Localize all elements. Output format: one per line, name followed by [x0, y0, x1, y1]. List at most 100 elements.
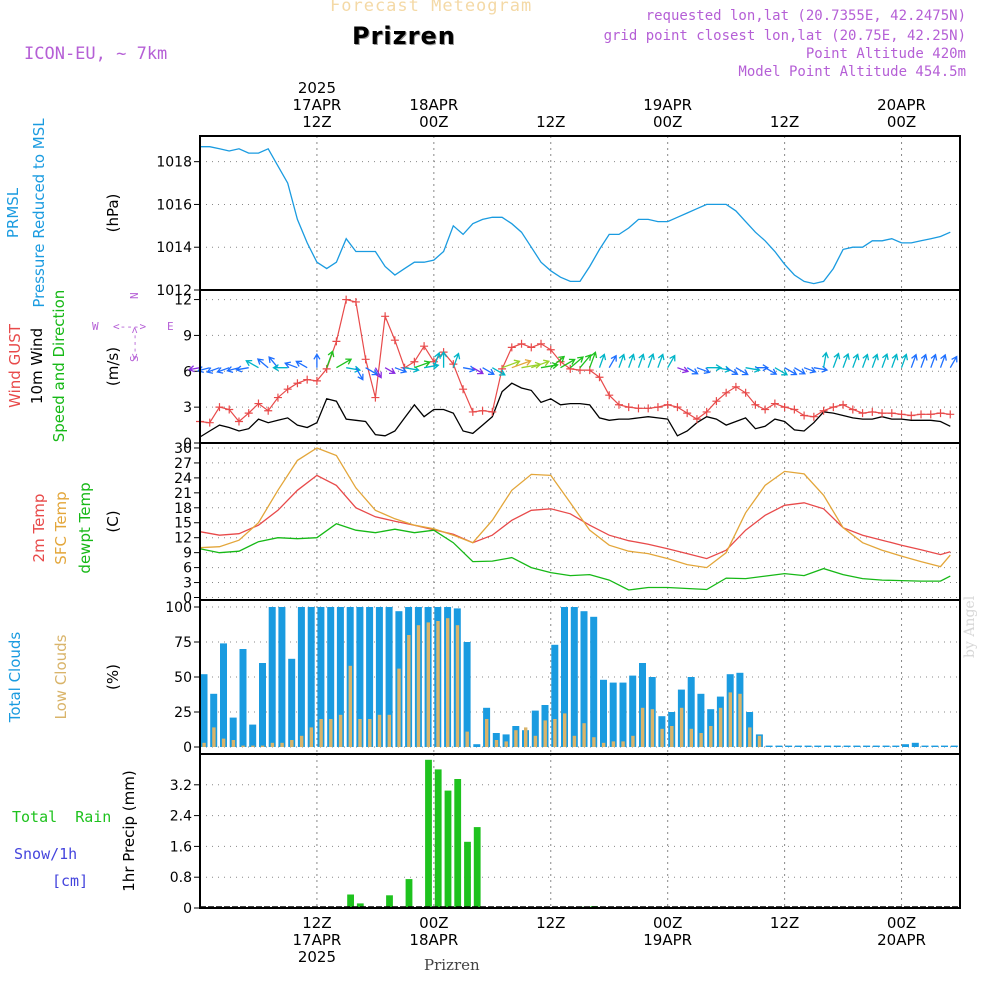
gust-marker: [215, 403, 224, 412]
total-cloud-bar: [590, 616, 598, 747]
top-time-label: 00Z: [887, 113, 916, 131]
bottom-time-label: 19APR: [643, 931, 692, 949]
low-cloud-bar: [387, 714, 391, 747]
wind-direction-arrow: [355, 367, 364, 381]
low-cloud-bar: [319, 719, 323, 747]
series-line-2m-temp: [199, 474, 951, 560]
total-cloud-bar: [872, 745, 880, 747]
wind-direction-arrow: [374, 367, 382, 379]
gust-marker: [488, 407, 497, 416]
low-cloud-bar: [212, 727, 216, 747]
y-tick-label: 75: [174, 635, 192, 651]
top-time-label: 20APR: [877, 96, 926, 114]
low-cloud-bar: [582, 723, 586, 747]
y-tick-label: 0: [183, 740, 192, 756]
y-tick-label: 1014: [156, 240, 192, 256]
precip-bar: [405, 879, 413, 908]
precip-bar: [386, 895, 393, 908]
wind-direction-arrow: [784, 367, 798, 376]
total-cloud-bar: [502, 734, 510, 747]
y-tick-label: 1018: [156, 155, 192, 171]
total-cloud-bar: [853, 745, 861, 747]
location-title: Prizren: [352, 22, 456, 50]
panel-0: 1012 1014 1016 1018 (hPa) PRMSL Pressure Reduc…: [4, 118, 961, 308]
low-cloud-bar: [748, 727, 752, 747]
total-cloud-bar: [941, 745, 948, 747]
panel-side-label: dewpt Temp: [76, 482, 94, 573]
gust-marker: [546, 345, 555, 354]
total-cloud-bar: [892, 745, 900, 747]
wind-direction-arrow: [891, 353, 899, 368]
wind-direction-arrow: [647, 353, 655, 368]
low-cloud-bar: [611, 741, 616, 747]
low-cloud-bar: [524, 727, 528, 747]
low-cloud-bar: [299, 735, 304, 747]
precip-bar: [454, 779, 462, 908]
low-cloud-bar: [348, 665, 352, 747]
panel-frame: [199, 135, 961, 291]
wind-direction-arrow: [881, 353, 889, 368]
bottom-time-label: 12Z: [302, 914, 331, 932]
panel-3: 0 25 50 75 100 (%) Total Clouds Low Clouds: [6, 599, 961, 756]
gust-marker: [410, 357, 419, 366]
gust-marker: [946, 410, 955, 419]
low-cloud-bar: [699, 733, 703, 747]
low-cloud-bar: [601, 742, 606, 747]
total-cloud-bar: [619, 682, 627, 747]
low-cloud-bar: [260, 745, 265, 747]
wind-direction-arrow: [235, 365, 249, 373]
low-cloud-bar: [631, 735, 635, 747]
total-cloud-bar: [950, 745, 958, 747]
low-cloud-bar: [426, 622, 430, 747]
panel-frame: [199, 753, 961, 909]
y-axis-label: (C): [104, 510, 122, 532]
precip-bar: [356, 903, 364, 908]
gust-marker: [712, 397, 721, 406]
gust-marker: [731, 382, 740, 391]
gust-marker: [897, 410, 906, 419]
wind-direction-arrow: [657, 353, 665, 368]
gust-marker: [351, 297, 360, 306]
wind-direction-arrow: [667, 354, 676, 369]
wind-direction-arrow: [832, 352, 841, 368]
total-cloud-bar: [609, 682, 617, 747]
bottom-time-label: 12Z: [770, 914, 799, 932]
low-cloud-bar: [563, 713, 567, 747]
total-cloud-bar: [580, 611, 588, 747]
low-cloud-bar: [221, 738, 226, 747]
wind-direction-arrow: [628, 353, 636, 368]
gust-marker: [809, 412, 818, 421]
wind-direction-arrow: [598, 353, 607, 368]
bottom-time-label: 18APR: [409, 931, 458, 949]
wind-direction-arrow: [637, 353, 646, 368]
total-cloud-bar: [911, 742, 919, 747]
total-cloud-bar: [824, 745, 832, 747]
low-cloud-bar: [679, 707, 684, 747]
bottom-time-label: 00Z: [419, 914, 448, 932]
gust-marker: [624, 403, 633, 412]
gust-marker: [907, 411, 916, 420]
wind-direction-arrow: [384, 367, 396, 375]
gust-marker: [312, 376, 321, 385]
panel-frame: [199, 442, 961, 601]
total-cloud-bar: [561, 607, 568, 747]
bottom-time-label: 00Z: [653, 914, 682, 932]
wind-direction-arrow: [272, 364, 288, 372]
gust-marker: [634, 404, 643, 413]
low-cloud-bar: [670, 726, 674, 747]
y-axis-label: 1hr Precip (mm): [120, 770, 138, 891]
wind-direction-arrow: [433, 351, 441, 368]
gust-marker: [264, 406, 273, 415]
wind-direction-arrow: [569, 356, 584, 369]
wind-direction-arrow: [206, 367, 220, 374]
wind-direction-arrow: [618, 353, 626, 368]
gust-marker: [234, 417, 243, 426]
wind-direction-arrow: [725, 367, 739, 375]
low-cloud-bar: [407, 635, 411, 747]
wind-direction-arrow: [440, 350, 448, 368]
model-label: ICON-EU, ~ 7km: [24, 44, 168, 64]
precip-label-snow: Snow/1h: [14, 845, 78, 863]
wind-direction-arrow: [550, 355, 566, 369]
compass-e-label: E: [167, 320, 174, 333]
